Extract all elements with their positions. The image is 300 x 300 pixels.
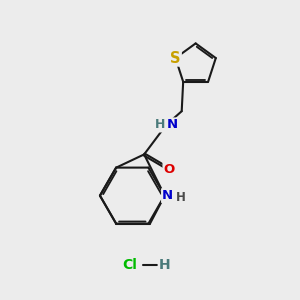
Text: H: H — [176, 190, 186, 204]
Text: O: O — [164, 163, 175, 176]
Text: N: N — [162, 189, 173, 202]
Text: N: N — [167, 118, 178, 131]
Text: Cl: Cl — [122, 258, 137, 272]
Text: H: H — [159, 258, 170, 272]
Text: S: S — [170, 51, 181, 66]
Text: H: H — [155, 118, 166, 131]
